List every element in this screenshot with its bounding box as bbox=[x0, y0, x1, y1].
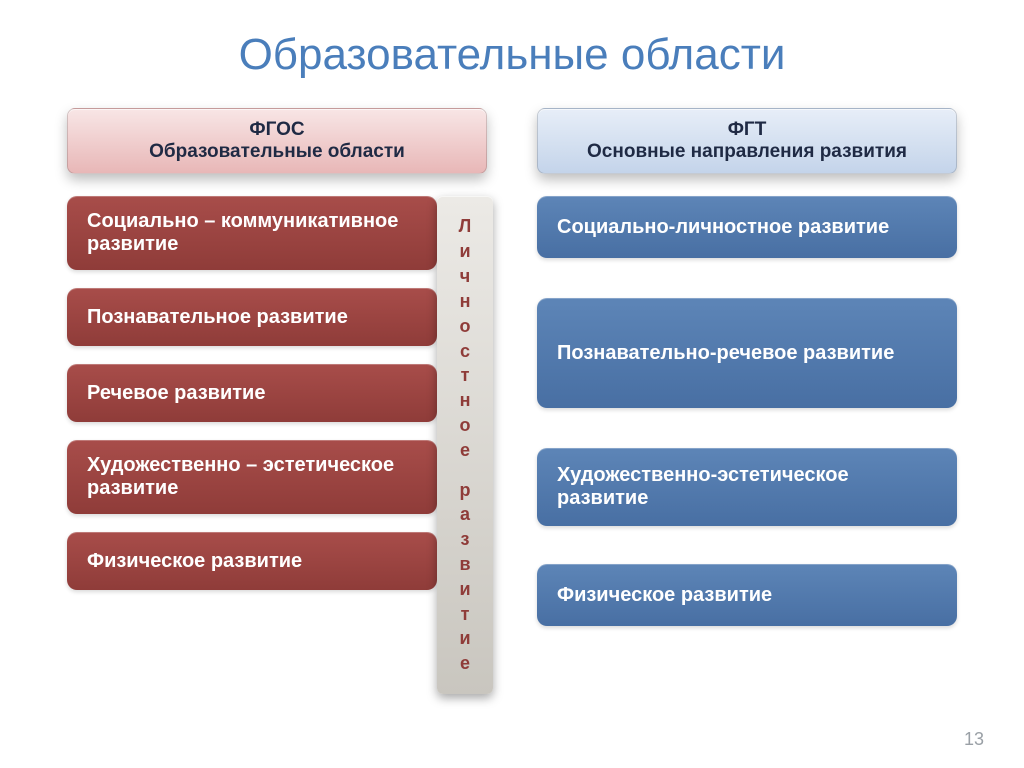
vertical-letter: а bbox=[460, 505, 470, 523]
vertical-strip: Личностное развитие bbox=[437, 196, 493, 694]
right-items: Социально-личностное развитие Познаватель… bbox=[537, 196, 957, 626]
vertical-letter: и bbox=[459, 242, 470, 260]
vertical-letter: т bbox=[461, 605, 470, 623]
vertical-letter: ч bbox=[460, 267, 470, 285]
left-header-line1: ФГОС bbox=[80, 119, 474, 141]
vertical-letter: о bbox=[460, 317, 471, 335]
vertical-letter: с bbox=[460, 342, 470, 360]
vertical-letter: т bbox=[461, 366, 470, 384]
vertical-letter: о bbox=[460, 416, 471, 434]
right-item: Познавательно-речевое развитие bbox=[537, 298, 957, 408]
left-item: Физическое развитие bbox=[67, 532, 437, 590]
left-item: Познавательное развитие bbox=[67, 288, 437, 346]
vertical-letter: н bbox=[460, 391, 471, 409]
vertical-letter: в bbox=[459, 555, 470, 573]
right-header-line2: Основные направления развития bbox=[550, 141, 944, 163]
vertical-letter: и bbox=[459, 580, 470, 598]
left-items: Личностное развитие Социально – коммуник… bbox=[67, 196, 487, 590]
left-header-line2: Образовательные области bbox=[80, 141, 474, 163]
slide-title: Образовательные области bbox=[0, 0, 1024, 80]
vertical-letter bbox=[462, 466, 467, 474]
page-number: 13 bbox=[964, 729, 984, 750]
vertical-letter: н bbox=[460, 292, 471, 310]
left-header: ФГОС Образовательные области bbox=[67, 108, 487, 174]
left-column: ФГОС Образовательные области Личностное … bbox=[67, 108, 487, 626]
vertical-letter: р bbox=[460, 481, 471, 499]
right-header-line1: ФГТ bbox=[550, 119, 944, 141]
right-header: ФГТ Основные направления развития bbox=[537, 108, 957, 174]
right-item: Физическое развитие bbox=[537, 564, 957, 626]
left-item: Речевое развитие bbox=[67, 364, 437, 422]
left-item: Социально – коммуникативное развитие bbox=[67, 196, 437, 270]
vertical-letter: Л bbox=[459, 217, 472, 235]
vertical-letter: е bbox=[460, 441, 470, 459]
left-item: Художественно – эстетическое развитие bbox=[67, 440, 437, 514]
vertical-letter: и bbox=[459, 629, 470, 647]
right-item: Художественно-эстетическое развитие bbox=[537, 448, 957, 526]
columns-wrap: ФГОС Образовательные области Личностное … bbox=[0, 108, 1024, 626]
right-column: ФГТ Основные направления развития Социал… bbox=[537, 108, 957, 626]
right-item: Социально-личностное развитие bbox=[537, 196, 957, 258]
vertical-letter: е bbox=[460, 654, 470, 672]
vertical-letter: з bbox=[461, 530, 470, 548]
